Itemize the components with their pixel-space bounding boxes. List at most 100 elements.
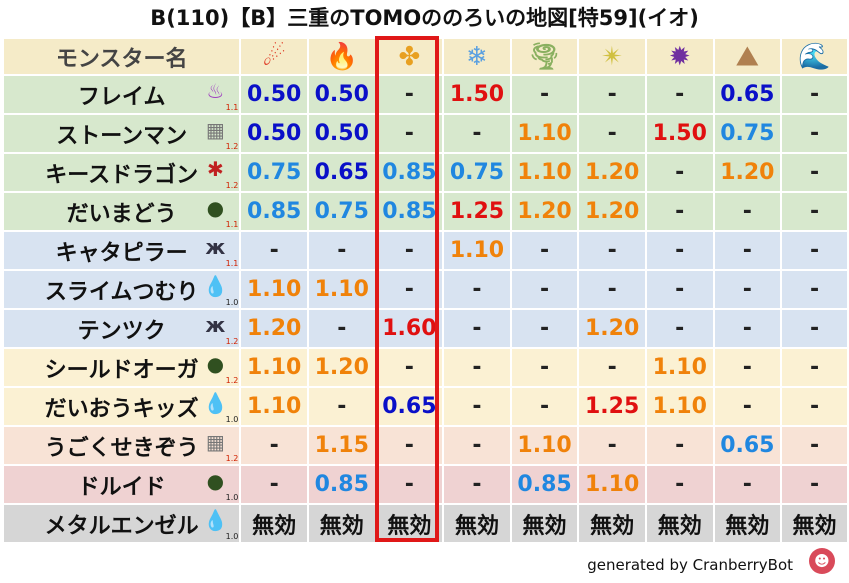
monster-level-label: 1.1 — [225, 259, 239, 268]
element-header-7: ⛰ — [714, 39, 781, 74]
element-header-0: ☄ — [241, 39, 307, 74]
resistance-value-cell: - — [308, 310, 375, 347]
bug-antenna-icon: ж — [205, 235, 226, 259]
resistance-value-cell: - — [511, 388, 578, 425]
resistance-value-cell: - — [782, 232, 847, 269]
resistance-value-cell: 1.60 — [376, 310, 443, 347]
monster-name-cell: スライムつむり 💧 1.0 — [4, 271, 240, 308]
resistance-value-cell: - — [376, 427, 443, 464]
resistance-value-cell: - — [444, 349, 510, 386]
monster-name: シールドオーガ — [44, 357, 199, 383]
monster-name: だいまどう — [66, 201, 177, 227]
resistance-value-cell: - — [444, 271, 510, 308]
resistance-value-cell: 1.10 — [511, 427, 578, 464]
resistance-value-cell: 0.85 — [511, 466, 578, 503]
resistance-value-cell: - — [646, 427, 713, 464]
resistance-value-cell: - — [782, 115, 847, 152]
resistance-value-cell: 1.10 — [308, 271, 375, 308]
resistance-value-cell: 0.75 — [444, 154, 510, 191]
monster-row: キースドラゴン ✱ 1.2 0.75 0.65 0.85 0.75 1.10 1.20-1.20… — [4, 154, 847, 191]
resistance-value-cell: 1.20 — [241, 310, 307, 347]
footer-credit: generated by CranberryBot — [587, 556, 793, 574]
resistance-value-cell: 無効 — [714, 505, 781, 542]
resistance-value-cell: - — [308, 388, 375, 425]
monster-name-cell: ドルイド ● 1.0 — [4, 466, 240, 503]
resistance-value-cell: 1.10 — [646, 349, 713, 386]
water-drop-icon: 💧 — [203, 391, 229, 415]
monster-level-label: 1.0 — [225, 298, 239, 307]
purple-flame-monster-icon: ♨ — [206, 79, 225, 103]
resistance-value-cell: - — [782, 349, 847, 386]
resistance-value-cell: - — [782, 154, 847, 191]
resistance-value-cell: 無効 — [376, 505, 443, 542]
resistance-value-cell: - — [241, 466, 307, 503]
resistance-value-cell: 1.10 — [511, 154, 578, 191]
monster-row: シールドオーガ ● 1.2 1.10 1.20- - - -1.10- - — [4, 349, 847, 386]
monster-name: メタルエンゼル — [44, 513, 199, 539]
resistance-value-cell: 1.20 — [579, 193, 645, 230]
resistance-value-cell: 0.50 — [241, 115, 307, 152]
element-header-2: ✤ — [376, 39, 443, 74]
resistance-value-cell: - — [444, 115, 510, 152]
resistance-value-cell: - — [714, 271, 781, 308]
monster-name-cell: フレイム ♨ 1.1 — [4, 76, 240, 113]
monster-level-label: 1.2 — [225, 454, 239, 463]
resistance-value-cell: 0.75 — [308, 193, 375, 230]
monster-name-cell: シールドオーガ ● 1.2 — [4, 349, 240, 386]
monster-row: スライムつむり 💧 1.0 1.10 1.10- - - - - - - — [4, 271, 847, 308]
resistance-value-cell: - — [714, 310, 781, 347]
resistance-value-cell: - — [376, 271, 443, 308]
cranberry-bot-avatar-icon: ☻ — [809, 548, 835, 574]
resistance-value-cell: 1.20 — [714, 154, 781, 191]
lightning-icon: ✴ — [601, 41, 624, 72]
monster-name-cell: テンツク ж 1.2 — [4, 310, 240, 347]
monster-name-cell: キースドラゴン ✱ 1.2 — [4, 154, 240, 191]
resistance-value-cell: 0.65 — [714, 427, 781, 464]
resistance-value-cell: - — [782, 427, 847, 464]
resistance-value-cell: - — [714, 466, 781, 503]
element-header-4: 🌪 — [511, 39, 578, 74]
monster-row: ストーンマン ▦ 1.2 0.50 0.50- -1.10-1.50 0.75- — [4, 115, 847, 152]
monster-level-label: 1.2 — [225, 142, 239, 151]
fire-ball-icon: ☄ — [262, 41, 286, 72]
resistance-value-cell: 0.85 — [376, 193, 443, 230]
resistance-value-cell: - — [714, 349, 781, 386]
column-highlight-box — [375, 36, 439, 542]
monster-row: テンツク ж 1.2 1.20-1.60- -1.20- - - — [4, 310, 847, 347]
tornado-icon: 🌪 — [528, 41, 562, 72]
bug-antenna-icon: ж — [205, 313, 226, 337]
resistance-value-cell: - — [782, 271, 847, 308]
monster-name: うごくせきぞう — [44, 435, 199, 461]
monster-name: ドルイド — [77, 474, 166, 500]
monster-name: フレイム — [77, 84, 166, 110]
resistance-value-cell: 無効 — [308, 505, 375, 542]
monster-name: キースドラゴン — [45, 162, 199, 188]
resistance-value-cell: - — [646, 193, 713, 230]
brick-wall-icon: ▦ — [205, 118, 225, 142]
monster-name-cell: うごくせきぞう ▦ 1.2 — [4, 427, 240, 464]
monster-level-label: 1.0 — [225, 532, 239, 541]
resistance-value-cell: - — [579, 232, 645, 269]
table-header-row: モンスター名 ☄ 🔥 ✤ ❄ 🌪 ✴ ✹ ⛰ 🌊 — [4, 39, 847, 74]
monster-row: メタルエンゼル 💧 1.0 無効 無効 無効 無効 無効 無効 無効 無効 無効 — [4, 505, 847, 542]
resistance-value-cell: 1.15 — [308, 427, 375, 464]
resistance-value-cell: - — [646, 466, 713, 503]
monster-name: ストーンマン — [56, 123, 188, 149]
resistance-value-cell: 無効 — [241, 505, 307, 542]
resistance-value-cell: 1.50 — [646, 115, 713, 152]
flame-icon: 🔥 — [325, 41, 358, 72]
resistance-value-cell: 0.65 — [376, 388, 443, 425]
resistance-value-cell: - — [782, 466, 847, 503]
resistance-value-cell: 1.50 — [444, 76, 510, 113]
resistance-value-cell: - — [646, 271, 713, 308]
resistance-value-cell: - — [782, 310, 847, 347]
resistance-value-cell: - — [579, 271, 645, 308]
element-header-1: 🔥 — [308, 39, 375, 74]
resistance-value-cell: - — [782, 388, 847, 425]
resistance-value-cell: - — [646, 154, 713, 191]
resistance-value-cell: 1.25 — [579, 388, 645, 425]
monster-row: うごくせきぞう ▦ 1.2-1.15- -1.10- -0.65- — [4, 427, 847, 464]
monster-name: キャタピラー — [55, 240, 188, 266]
monster-level-label: 1.1 — [225, 103, 239, 112]
resistance-value-cell: - — [714, 388, 781, 425]
